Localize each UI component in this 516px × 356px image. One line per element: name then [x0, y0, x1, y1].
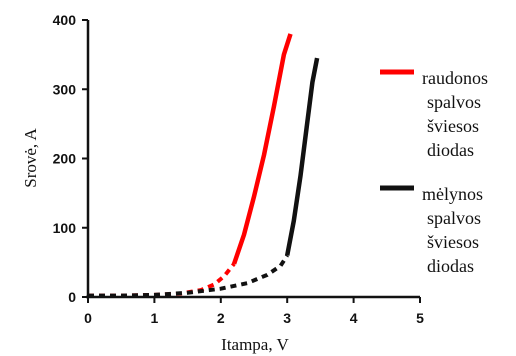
x-axis-label: Itampa, V [221, 335, 289, 354]
y-tick-label-4: 400 [53, 12, 77, 28]
y-axis-label: Srovė, A [21, 128, 40, 188]
x-tick-label-3: 3 [283, 310, 291, 326]
y-tick-label-2: 200 [53, 151, 77, 167]
y-tick-label-1: 100 [53, 220, 77, 236]
series-1-dashed-line [88, 254, 289, 298]
x-ticks: 0 1 2 3 4 5 [84, 297, 424, 326]
x-tick-label-5: 5 [416, 310, 424, 326]
x-tick-label-1: 1 [151, 310, 159, 326]
legend-entry-1: mėlynos spalvos šviesos diodas [422, 184, 483, 276]
series-0-solid-line [231, 33, 293, 265]
y-tick-label-0: 0 [68, 289, 76, 305]
plot-area [88, 33, 320, 298]
series-1-solid-line [284, 57, 320, 256]
x-tick-label-4: 4 [350, 310, 358, 326]
x-tick-label-0: 0 [84, 310, 92, 326]
legend-entry-0: raudonos spalvos šviesos diodas [422, 68, 488, 160]
legend: raudonos spalvos šviesos diodas mėlynos spalv… [380, 68, 488, 276]
y-ticks: 0 100 200 300 400 [53, 12, 88, 305]
x-tick-label-2: 2 [217, 310, 225, 326]
y-tick-label-3: 300 [53, 81, 77, 97]
